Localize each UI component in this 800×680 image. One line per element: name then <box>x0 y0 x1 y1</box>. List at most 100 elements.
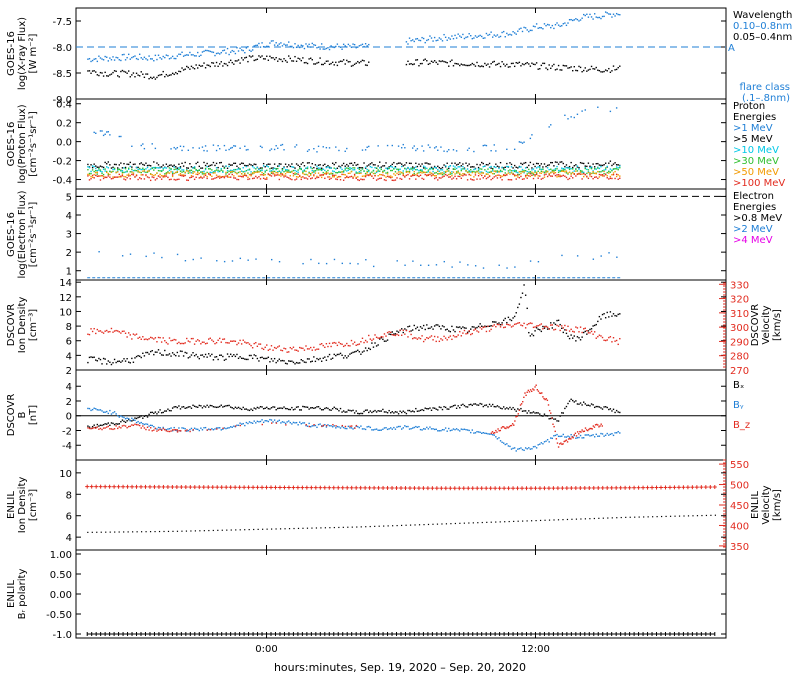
series-point <box>159 173 161 176</box>
series-point <box>262 58 265 60</box>
series-point <box>619 411 621 414</box>
series-point <box>413 63 415 65</box>
series-point <box>314 349 317 351</box>
series-point <box>178 70 180 73</box>
series-point <box>543 172 546 174</box>
series-point <box>131 417 133 419</box>
series-point <box>168 172 171 174</box>
series-point <box>548 172 550 175</box>
series-point <box>482 172 484 174</box>
series-point <box>138 416 141 418</box>
panel-frame <box>75 7 727 100</box>
y-axis-label: [cm⁻²s⁻¹sr⁻¹] <box>28 202 39 268</box>
series-point <box>485 144 488 147</box>
series-point <box>176 430 179 432</box>
series-point <box>471 37 474 40</box>
series-point <box>280 407 282 409</box>
series-point <box>455 62 458 65</box>
series-point <box>310 361 312 363</box>
series-point <box>391 169 393 172</box>
series-point <box>430 428 433 430</box>
series-point <box>223 62 226 65</box>
series-point <box>240 175 243 178</box>
series-point <box>341 262 344 265</box>
series-point <box>492 170 494 172</box>
series-point <box>317 358 320 361</box>
series-point <box>140 415 142 417</box>
series-point <box>228 427 230 429</box>
series-point <box>553 322 555 324</box>
series-point <box>449 171 452 174</box>
series-point <box>581 71 583 73</box>
series-point <box>220 176 222 179</box>
series-point <box>226 64 229 67</box>
series-point <box>526 323 528 326</box>
y-tick-label: 4 <box>66 382 72 393</box>
series-point <box>314 170 317 172</box>
series-point <box>586 434 588 436</box>
series-point <box>140 144 142 147</box>
series-point <box>407 173 409 176</box>
series-point <box>562 23 565 25</box>
series-point <box>311 171 313 174</box>
series-point <box>212 529 214 532</box>
series-point <box>440 172 442 174</box>
series-point <box>140 168 142 171</box>
series-point <box>520 175 522 178</box>
series-point <box>488 171 491 173</box>
series-point <box>422 428 425 430</box>
series-point <box>413 172 415 175</box>
series-point <box>391 166 393 168</box>
series-point <box>592 258 595 260</box>
series-point <box>347 167 350 170</box>
series-point <box>411 169 414 171</box>
series-point <box>148 176 150 179</box>
series-point <box>220 51 222 54</box>
series-point <box>186 54 188 56</box>
series-point <box>509 33 511 36</box>
series-point <box>121 360 124 362</box>
series-point <box>128 168 130 170</box>
series-point <box>438 166 441 169</box>
series-point <box>565 405 568 408</box>
series-point <box>438 340 441 343</box>
series-point <box>120 361 122 363</box>
series-point <box>537 170 539 172</box>
series-point <box>256 170 259 172</box>
series-point <box>619 166 621 169</box>
series-point <box>606 177 608 179</box>
series-point <box>397 334 400 337</box>
series-point <box>551 324 554 326</box>
series-point <box>165 354 168 356</box>
series-point <box>451 338 453 341</box>
series-point <box>328 425 331 427</box>
series-point <box>437 324 439 326</box>
series-point <box>96 171 99 174</box>
series-point <box>253 528 255 531</box>
series-point <box>253 177 255 179</box>
series-point <box>128 361 130 363</box>
y2-axis-label: [km/s] <box>772 309 783 341</box>
series-point <box>435 408 437 410</box>
series-point <box>331 174 334 176</box>
series-point <box>601 164 604 167</box>
series-point <box>452 149 455 151</box>
series-point <box>281 168 284 171</box>
series-point <box>206 404 208 407</box>
series-point <box>285 424 287 426</box>
series-point <box>619 432 621 434</box>
series-point <box>270 148 273 150</box>
series-point <box>397 169 400 172</box>
series-point <box>504 65 506 67</box>
series-point <box>594 424 597 426</box>
series-point <box>115 361 117 364</box>
series-point <box>131 173 133 176</box>
series-point <box>170 410 172 412</box>
y-tick-label: -0.2 <box>52 157 72 168</box>
series-point <box>313 44 315 46</box>
series-point <box>487 433 489 435</box>
series-point <box>278 174 281 176</box>
series-point <box>149 58 152 60</box>
series-point <box>575 170 577 172</box>
series-point <box>471 326 474 328</box>
